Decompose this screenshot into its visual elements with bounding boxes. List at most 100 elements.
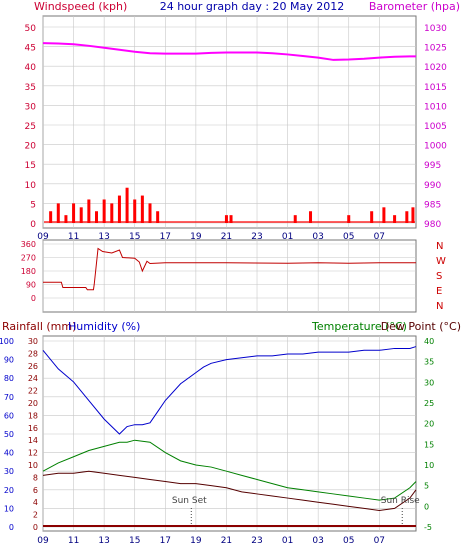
wind-bar (370, 211, 373, 223)
wind-bar (87, 199, 90, 223)
sunrise-label: Sun Rise (381, 496, 420, 506)
y-tick-label: 70 (4, 393, 14, 402)
wind-bar (118, 196, 121, 223)
y-tick-label: 40 (424, 337, 434, 346)
barometer-axis-title: Barometer (hpa) (369, 0, 460, 13)
direction-letter: N (436, 241, 443, 252)
y-tick-label: 50 (4, 430, 14, 439)
y-tick-label: 0 (31, 294, 36, 303)
wind-bar (309, 211, 312, 223)
y-tick-label: 35 (25, 83, 36, 93)
x-tick-label: 21 (221, 536, 232, 546)
direction-letter: E (436, 286, 442, 297)
y-tick-label: 2 (33, 511, 38, 520)
y-tick-label: 1010 (424, 102, 447, 112)
y-tick-label: -5 (424, 523, 432, 532)
y-tick-label: 360 (21, 240, 36, 249)
y-tick-label: 30 (4, 467, 14, 476)
y-tick-label: 6 (33, 486, 38, 495)
y-tick-label: 28 (28, 349, 38, 358)
y-tick-label: 22 (28, 387, 38, 396)
wind-bar (141, 196, 144, 223)
y-tick-label: 25 (25, 122, 36, 132)
y-tick-label: 8 (33, 473, 38, 482)
x-tick-label: 17 (160, 536, 171, 546)
wind-bar (149, 203, 152, 223)
humidity-axis-title: Humidity (%) (68, 320, 140, 333)
y-tick-label: 40 (25, 63, 37, 73)
y-tick-label: 60 (4, 411, 14, 420)
y-tick-label: 30 (25, 102, 37, 112)
humidity-temperature-panel (43, 336, 416, 531)
y-tick-label: 25 (424, 399, 434, 408)
direction-letter: S (436, 271, 442, 282)
y-tick-label: 14 (28, 436, 38, 445)
wind-bar (110, 203, 113, 223)
y-tick-label: 5 (30, 200, 36, 210)
y-tick-label: 1020 (424, 63, 447, 73)
x-tick-label: 03 (312, 536, 323, 546)
wind-bar (80, 207, 83, 223)
y-tick-label: 1015 (424, 83, 447, 93)
wind-bar (405, 211, 408, 223)
y-tick-label: 0 (424, 502, 429, 511)
y-tick-label: 1030 (424, 24, 447, 34)
y-tick-label: 180 (21, 267, 36, 276)
y-tick-label: 10 (28, 461, 38, 470)
x-tick-label: 19 (190, 536, 202, 546)
x-tick-label: 07 (374, 536, 385, 546)
wind-bar (126, 188, 129, 223)
y-tick-label: 5 (424, 482, 429, 491)
direction-letter: W (436, 256, 446, 267)
wind-bar (57, 203, 60, 223)
y-tick-label: 26 (28, 362, 38, 371)
y-tick-label: 0 (33, 523, 38, 532)
y-tick-label: 990 (424, 181, 441, 191)
sunset-label: Sun Set (172, 496, 207, 506)
direction-letter: N (436, 301, 443, 312)
y-tick-label: 20 (25, 142, 37, 152)
y-tick-label: 20 (28, 399, 38, 408)
y-tick-label: 35 (424, 358, 434, 367)
y-tick-label: 995 (424, 161, 441, 171)
x-tick-label: 13 (98, 536, 109, 546)
wind-bar (72, 203, 75, 223)
y-tick-label: 15 (25, 161, 36, 171)
x-tick-label: 01 (282, 536, 293, 546)
y-tick-label: 0 (9, 523, 14, 532)
y-tick-label: 4 (33, 498, 38, 507)
y-tick-label: 0 (30, 220, 36, 230)
y-tick-label: 40 (4, 449, 14, 458)
x-tick-label: 05 (343, 536, 354, 546)
y-tick-label: 100 (0, 337, 14, 346)
y-tick-label: 20 (4, 486, 14, 495)
windspeed-axis-title: Windspeed (kph) (34, 0, 127, 13)
y-tick-label: 16 (28, 424, 38, 433)
y-tick-label: 985 (424, 200, 441, 210)
y-tick-label: 20 (424, 420, 434, 429)
y-tick-label: 1005 (424, 122, 447, 132)
y-tick-label: 10 (4, 504, 14, 513)
dewpoint-axis-title: Dew Point (°C) (381, 320, 461, 333)
y-tick-label: 45 (25, 44, 36, 54)
y-tick-label: 980 (424, 220, 441, 230)
y-tick-label: 50 (25, 24, 37, 34)
y-tick-label: 30 (28, 337, 38, 346)
y-tick-label: 12 (28, 449, 38, 458)
y-tick-label: 80 (4, 374, 14, 383)
chart-title: 24 hour graph day : 20 May 2012 (160, 0, 345, 13)
y-tick-label: 30 (424, 378, 434, 387)
x-tick-label: 11 (68, 536, 79, 546)
x-tick-label: 23 (251, 536, 262, 546)
y-tick-label: 10 (25, 181, 37, 191)
wind-bar (133, 199, 136, 223)
y-tick-label: 1025 (424, 44, 447, 54)
wind-bar (49, 211, 52, 223)
x-tick-label: 09 (37, 536, 49, 546)
rainfall-axis-title: Rainfall (mm) (2, 320, 76, 333)
y-tick-label: 90 (4, 356, 14, 365)
y-tick-label: 18 (28, 411, 38, 420)
wind-bar (411, 207, 414, 223)
wind-bar (156, 211, 159, 223)
